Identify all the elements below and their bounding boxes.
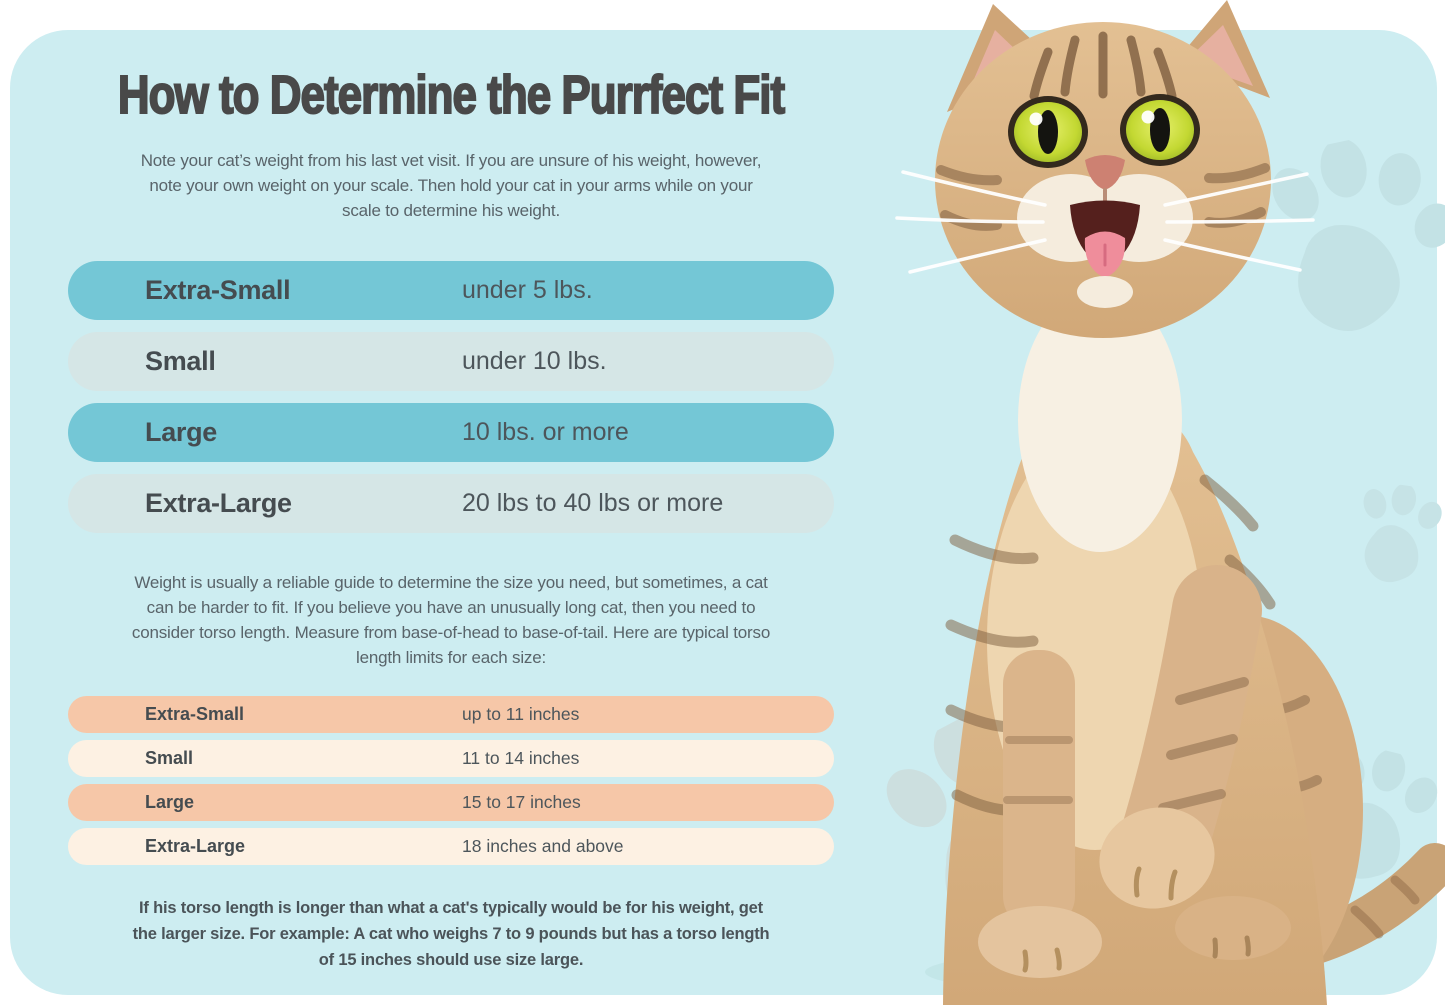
table-row: Extra-Large 18 inches and above: [68, 828, 834, 865]
torso-value: up to 11 inches: [462, 704, 580, 724]
size-label: Extra-Large: [145, 836, 246, 856]
torso-paragraph: Weight is usually a reliable guide to de…: [131, 573, 771, 667]
table-row: Extra-Small under 5 lbs.: [68, 261, 834, 320]
table-row: Large 15 to 17 inches: [68, 784, 834, 821]
torso-table: Extra-Small up to 11 inches Small 11 to …: [68, 696, 834, 865]
cat-front-leg: [1003, 650, 1075, 930]
table-row: Small under 10 lbs.: [68, 332, 834, 391]
intro-paragraph: Note your cat’s weight from his last vet…: [140, 151, 762, 220]
page-title: How to Determine the Purrfect Fit: [117, 64, 786, 126]
size-label: Large: [145, 417, 218, 447]
paw-print-icon: [1272, 138, 1445, 332]
torso-value: 15 to 17 inches: [462, 792, 581, 812]
torso-value: 11 to 14 inches: [462, 748, 580, 768]
weight-value: 10 lbs. or more: [462, 418, 629, 446]
footer-note: If his torso length is longer than what …: [132, 899, 770, 969]
size-label: Large: [145, 792, 195, 812]
table-row: Large 10 lbs. or more: [68, 403, 834, 462]
torso-value: 18 inches and above: [462, 836, 624, 856]
size-label: Small: [145, 346, 216, 376]
weight-value: 20 lbs to 40 lbs or more: [462, 489, 724, 517]
content-column: How to Determine the Purrfect Fit Note y…: [68, 30, 834, 973]
cat-raised-paw: [1099, 565, 1262, 909]
weight-table: Extra-Small under 5 lbs. Small under 10 …: [68, 261, 834, 533]
size-label: Small: [145, 748, 194, 768]
cat-whiskers: [895, 170, 1315, 274]
tabby-cat-illustration: [895, 0, 1445, 1005]
cat-eyes: [1008, 94, 1200, 168]
cat-nose: [1085, 155, 1125, 190]
weight-value: under 10 lbs.: [462, 347, 607, 375]
size-label: Extra-Small: [145, 275, 291, 305]
size-label: Extra-Small: [145, 704, 245, 724]
table-row: Extra-Small up to 11 inches: [68, 696, 834, 733]
table-row: Extra-Large 20 lbs to 40 lbs or more: [68, 474, 834, 533]
weight-value: under 5 lbs.: [462, 276, 593, 304]
paw-print-icon: [1363, 483, 1442, 582]
size-label: Extra-Large: [145, 488, 292, 518]
table-row: Small 11 to 14 inches: [68, 740, 834, 777]
